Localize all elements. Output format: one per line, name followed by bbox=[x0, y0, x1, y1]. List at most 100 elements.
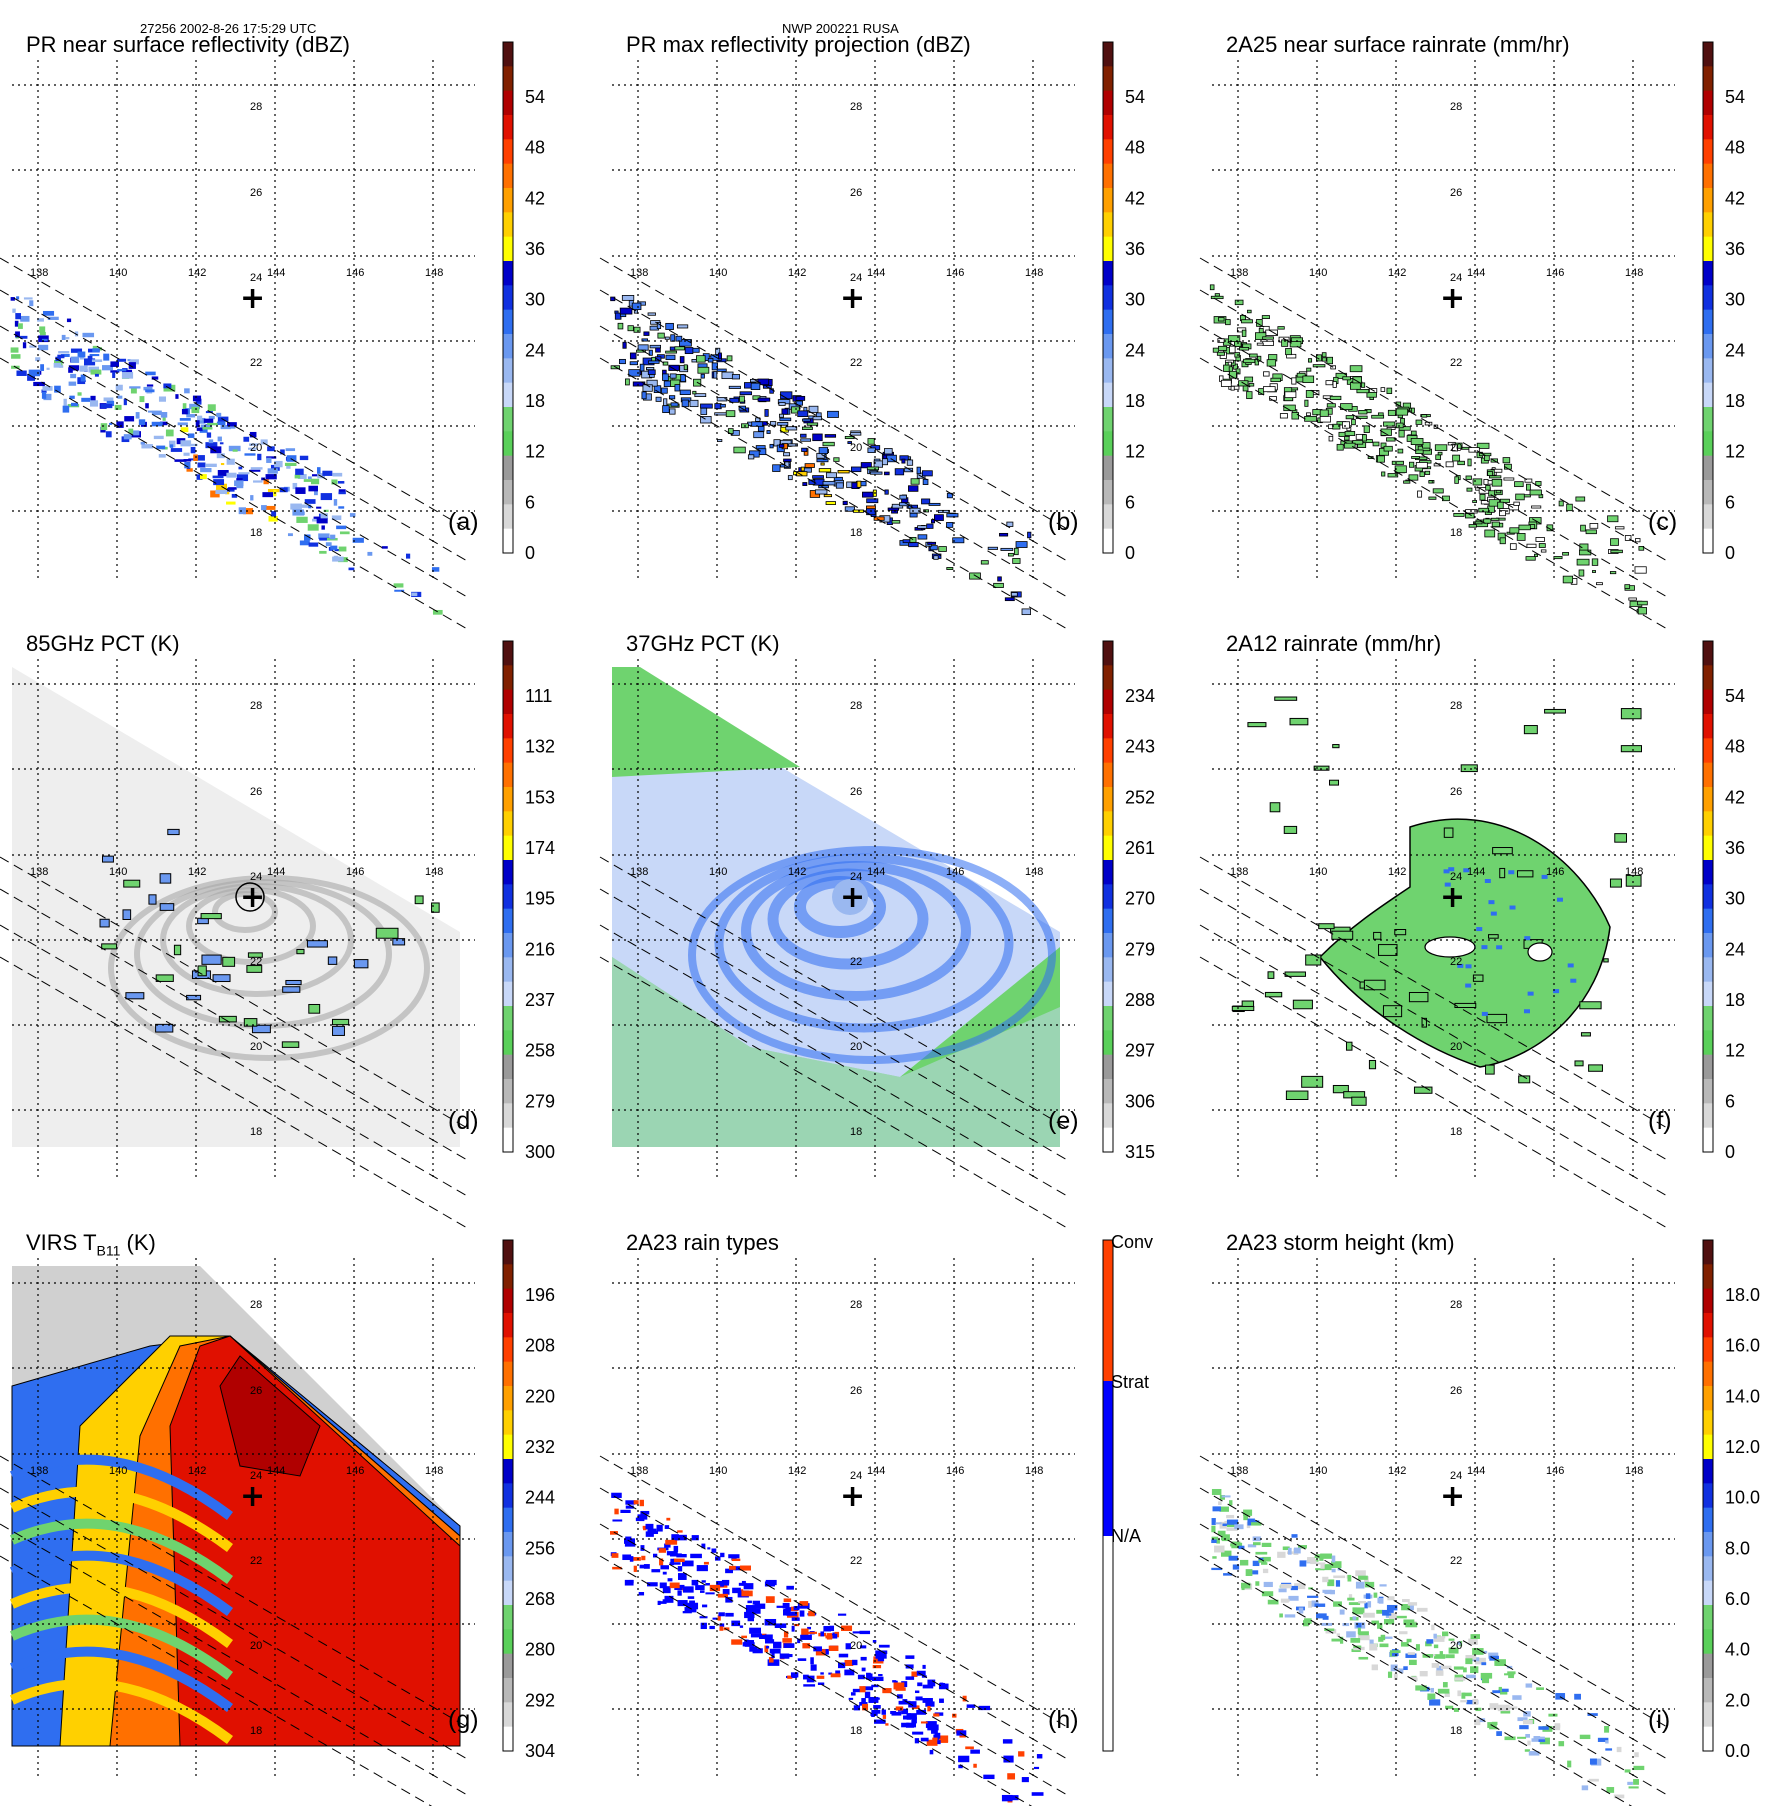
panel-a-cell-152 bbox=[66, 318, 72, 323]
panel-c-cell-312 bbox=[1483, 518, 1492, 524]
panel-i-cell-274 bbox=[1307, 1595, 1319, 1598]
panel-i-cell-105 bbox=[1524, 1749, 1530, 1752]
panel-g-swath-edge-1 bbox=[0, 1487, 471, 1762]
panel-b-cell-223 bbox=[869, 471, 883, 475]
panel-b-swath-edge-2 bbox=[599, 325, 1071, 600]
panel-i-lon-label-1: 140 bbox=[1309, 1465, 1327, 1477]
panel-c-cell-279 bbox=[1408, 474, 1419, 481]
panel-c-colorbar-tick-9: 0 bbox=[1725, 543, 1735, 563]
panel-i-cell-27 bbox=[1325, 1629, 1337, 1634]
panel-a-colorbar-tick-2: 42 bbox=[525, 188, 545, 208]
panel-c-colorbar-bin-7 bbox=[1703, 212, 1713, 238]
panel-a-cell-300 bbox=[131, 430, 140, 436]
panel-b-cell-151 bbox=[788, 443, 798, 447]
panel-b-cell-32 bbox=[647, 312, 656, 316]
panel-b-cell-43 bbox=[884, 489, 889, 495]
panel-h-cell-40 bbox=[614, 1508, 619, 1515]
panel-h-cell-319 bbox=[731, 1639, 743, 1645]
panel-c-cell-266 bbox=[1377, 455, 1385, 463]
panel-a-cell-302 bbox=[325, 542, 332, 547]
panel-b-lat-label-1: 26 bbox=[850, 187, 862, 199]
panel-a-cell-238 bbox=[216, 412, 222, 418]
panel-a-cell-153 bbox=[158, 454, 166, 458]
panel-i-colorbar-tick-7: 4.0 bbox=[1725, 1640, 1750, 1660]
panel-g-colorbar-frame bbox=[502, 1239, 514, 1752]
panel-i-cell-108 bbox=[1243, 1513, 1249, 1521]
panel-b-cell-15 bbox=[837, 469, 850, 474]
panel-f-heavy-24 bbox=[1509, 905, 1516, 910]
panel-h-cell-335 bbox=[820, 1631, 825, 1637]
panel-h-cell-132 bbox=[745, 1605, 757, 1613]
panel-b-cell-306 bbox=[749, 450, 760, 458]
panel-c-cell-288 bbox=[1361, 382, 1366, 388]
panel-d-cell-22 bbox=[99, 918, 110, 928]
panel-b-colorbar-bin-8 bbox=[1103, 236, 1113, 262]
panel-i-lon-label-4: 146 bbox=[1546, 1465, 1564, 1477]
panel-b-cell-142 bbox=[628, 369, 641, 377]
panel-a-cell-47 bbox=[199, 428, 208, 433]
panel-d-cell-36 bbox=[197, 965, 207, 977]
panel-c-cell-215 bbox=[1454, 476, 1459, 484]
panel-h-cell-2 bbox=[773, 1641, 782, 1649]
panel-g-colorbar-bin-18 bbox=[503, 1678, 513, 1703]
panel-i-cell-181 bbox=[1347, 1574, 1352, 1582]
panel-f-heavy-16 bbox=[1508, 870, 1515, 875]
panel-a-cell-308 bbox=[188, 443, 198, 447]
panel-g-lon-label-1: 140 bbox=[109, 1465, 127, 1477]
panel-a-cell-315 bbox=[112, 371, 116, 379]
panel-i-cell-19 bbox=[1315, 1568, 1325, 1571]
panel-a-colorbar-bin-9 bbox=[503, 261, 513, 286]
panel-h-cell-266 bbox=[647, 1582, 658, 1587]
panel-a-cell-93 bbox=[200, 474, 207, 480]
panel-a-cell-29 bbox=[219, 442, 224, 445]
panel-c-cell-296 bbox=[1579, 549, 1592, 556]
panel-d-lon-label-2: 142 bbox=[188, 866, 206, 878]
panel-h-cell-253 bbox=[970, 1749, 980, 1754]
panel-c-colorbar-tick-2: 42 bbox=[1725, 188, 1745, 208]
panel-h-cell-311 bbox=[806, 1675, 815, 1683]
panel-a-cell-214 bbox=[316, 518, 328, 524]
panel-i-cell-34 bbox=[1401, 1604, 1410, 1611]
panel-a-cell-119 bbox=[41, 389, 47, 393]
panel-a-cell-154 bbox=[266, 456, 277, 459]
panel-b-cell-293 bbox=[700, 373, 705, 379]
panel-f-cell-12 bbox=[1413, 1086, 1433, 1094]
panel-d-cell-24 bbox=[148, 894, 157, 905]
panel-h-swath-edge-3 bbox=[599, 1555, 1033, 1806]
panel-a-cell-341 bbox=[29, 300, 34, 307]
panel-i-cell-150 bbox=[1444, 1692, 1450, 1698]
panel-h-cell-161 bbox=[934, 1732, 941, 1739]
panel-g-colorbar-bin-10 bbox=[503, 1483, 513, 1509]
panel-e-colorbar-bin-7 bbox=[1103, 811, 1113, 837]
panel-a-cell-66 bbox=[14, 320, 19, 327]
panel-a-cell-130 bbox=[250, 467, 263, 470]
panel-e-colorbar-bin-3 bbox=[1103, 714, 1113, 739]
panel-d-lat-label-0: 28 bbox=[250, 700, 262, 712]
panel-d-cell-18 bbox=[431, 902, 440, 913]
panel-b-cell-276 bbox=[860, 462, 872, 469]
panel-i-cell-343 bbox=[1234, 1524, 1244, 1530]
panel-f-cell-39 bbox=[1588, 1064, 1603, 1072]
panel-h-cell-278 bbox=[702, 1604, 708, 1608]
panel-h-cell-68 bbox=[939, 1698, 944, 1703]
panel-a-colorbar-tick-1: 48 bbox=[525, 138, 545, 158]
panel-c-colorbar-tick-3: 36 bbox=[1725, 239, 1745, 259]
panel-i-cell-81 bbox=[1277, 1551, 1286, 1558]
panel-c-cell-111 bbox=[1277, 326, 1285, 330]
panel-i-lat-label-2: 24 bbox=[1450, 1470, 1462, 1482]
panel-h-cell-197 bbox=[1003, 1755, 1014, 1763]
panel-a-swath-edge-2 bbox=[0, 325, 471, 600]
panel-a-colorbar-tick-9: 0 bbox=[525, 543, 535, 563]
panel-h-cell-32 bbox=[690, 1553, 702, 1559]
panel-i-colorbar-bin-12 bbox=[1703, 1532, 1713, 1557]
panel-i-cell-38 bbox=[1385, 1613, 1391, 1618]
panel-a-cell-76 bbox=[333, 499, 338, 506]
panel-c-cell-324 bbox=[1614, 526, 1625, 530]
panel-a-colorbar-tick-8: 6 bbox=[525, 492, 535, 512]
panel-a-colorbar-tick-6: 18 bbox=[525, 391, 545, 411]
panel-c-cell-302 bbox=[1332, 423, 1341, 430]
panel-c-cell-118 bbox=[1558, 500, 1564, 507]
panel-a-cell-275 bbox=[117, 369, 127, 372]
